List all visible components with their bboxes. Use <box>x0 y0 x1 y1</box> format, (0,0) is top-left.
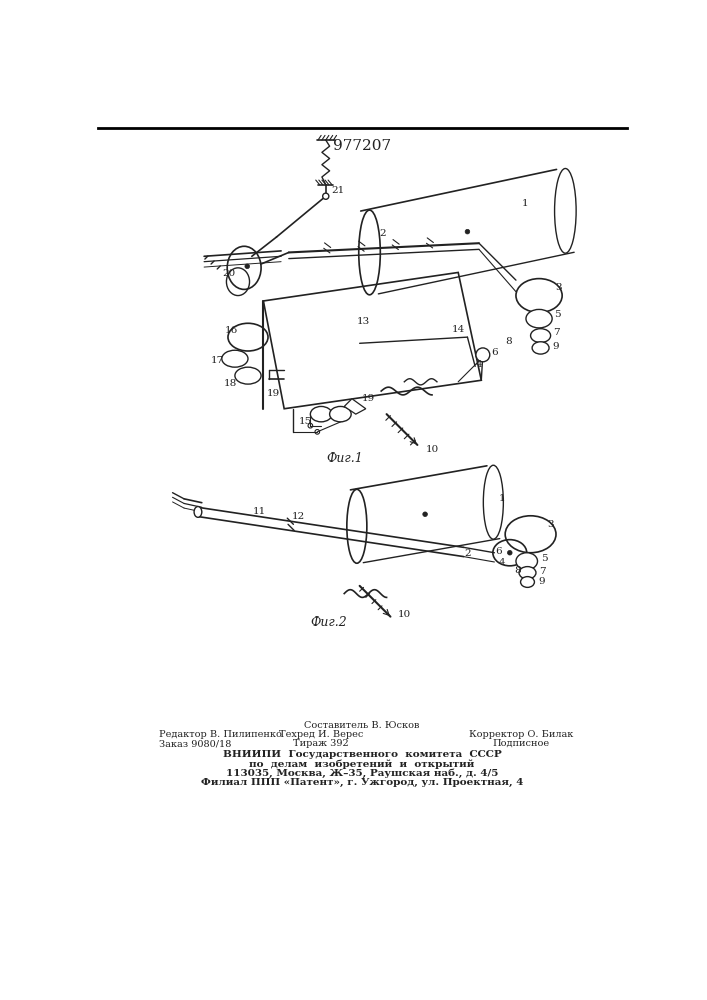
Text: 8: 8 <box>514 566 521 575</box>
Text: 19: 19 <box>362 394 375 403</box>
Text: 6: 6 <box>491 348 498 357</box>
Ellipse shape <box>235 367 261 384</box>
Ellipse shape <box>516 553 537 570</box>
Text: Фиг.2: Фиг.2 <box>310 616 347 629</box>
Ellipse shape <box>530 329 551 343</box>
Text: 18: 18 <box>223 379 237 388</box>
Ellipse shape <box>194 507 201 517</box>
Text: 977207: 977207 <box>333 139 391 153</box>
Text: Тираж 392: Тираж 392 <box>293 739 349 748</box>
Text: 3: 3 <box>547 520 554 529</box>
Ellipse shape <box>532 342 549 354</box>
Polygon shape <box>344 399 366 414</box>
Ellipse shape <box>245 264 250 269</box>
Text: 10: 10 <box>426 445 440 454</box>
Text: 10: 10 <box>397 610 411 619</box>
Text: 16: 16 <box>224 326 238 335</box>
Text: 7: 7 <box>539 567 547 576</box>
Text: Редактор В. Пилипенко: Редактор В. Пилипенко <box>160 730 282 739</box>
Text: 17: 17 <box>211 356 224 365</box>
Text: по  делам  изобретений  и  открытий: по делам изобретений и открытий <box>250 759 474 769</box>
Ellipse shape <box>476 348 490 362</box>
Text: 8: 8 <box>505 337 512 346</box>
Text: 11: 11 <box>253 507 266 516</box>
Text: 3: 3 <box>555 283 561 292</box>
Text: 14: 14 <box>452 325 464 334</box>
Ellipse shape <box>526 309 552 328</box>
Text: 113035, Москва, Ж–35, Раушская наб., д. 4/5: 113035, Москва, Ж–35, Раушская наб., д. … <box>226 768 498 778</box>
Text: ВНИИПИ  Государственного  комитета  СССР: ВНИИПИ Государственного комитета СССР <box>223 750 501 759</box>
Text: 5: 5 <box>554 310 561 319</box>
Text: 2: 2 <box>464 549 471 558</box>
Ellipse shape <box>520 577 534 587</box>
Ellipse shape <box>310 406 332 422</box>
Text: 9: 9 <box>538 577 544 586</box>
Text: 1: 1 <box>522 199 529 208</box>
Ellipse shape <box>329 406 351 422</box>
Text: Техред И. Верес: Техред И. Верес <box>279 730 363 739</box>
Text: Заказ 9080/18: Заказ 9080/18 <box>160 739 232 748</box>
Text: 21: 21 <box>332 186 345 195</box>
Ellipse shape <box>465 229 469 234</box>
Text: Подписное: Подписное <box>493 739 550 748</box>
Text: 7: 7 <box>554 328 560 337</box>
Text: 1: 1 <box>498 494 506 503</box>
Text: 2: 2 <box>380 229 386 238</box>
Text: 15: 15 <box>299 417 312 426</box>
Text: Составитель В. Юсков: Составитель В. Юсков <box>304 721 420 730</box>
Ellipse shape <box>508 550 512 555</box>
Ellipse shape <box>519 567 536 579</box>
Text: 6: 6 <box>495 547 501 556</box>
Text: 13: 13 <box>357 317 370 326</box>
Text: 12: 12 <box>291 512 305 521</box>
Ellipse shape <box>222 350 248 367</box>
Text: 4: 4 <box>476 360 482 369</box>
Text: Корректор О. Билак: Корректор О. Билак <box>469 730 573 739</box>
Text: 9: 9 <box>553 342 559 351</box>
Text: Фиг.1: Фиг.1 <box>326 452 363 465</box>
Text: 5: 5 <box>541 554 548 563</box>
Ellipse shape <box>322 193 329 199</box>
Text: 4: 4 <box>498 558 506 567</box>
Text: 19: 19 <box>267 389 280 398</box>
Text: 20: 20 <box>222 269 235 278</box>
Ellipse shape <box>423 512 428 517</box>
Text: Филиал ППП «Патент», г. Ужгород, ул. Проектная, 4: Филиал ППП «Патент», г. Ужгород, ул. Про… <box>201 778 523 787</box>
